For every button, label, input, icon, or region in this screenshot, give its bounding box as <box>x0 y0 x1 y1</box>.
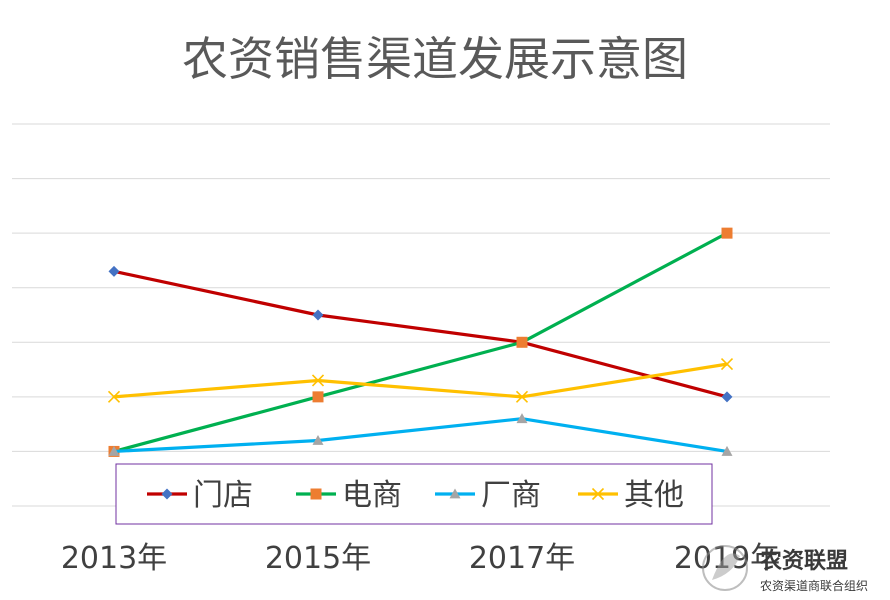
marker-diamond <box>721 391 733 403</box>
marker-x-stroke <box>720 358 734 371</box>
legend-item-电商: 电商 <box>296 478 402 513</box>
marker-diamond <box>161 488 173 500</box>
marker-x-stroke <box>591 487 605 501</box>
series-门店 <box>108 265 733 403</box>
marker-x <box>107 390 121 403</box>
x-axis-ticks: 2013年2015年2017年2019年 <box>61 541 780 576</box>
watermark-logo-icon <box>702 545 748 591</box>
marker-diamond <box>108 265 120 277</box>
marker-square <box>312 391 324 403</box>
series-line <box>113 362 728 399</box>
gridlines <box>12 123 830 507</box>
x-tick-label: 2015年 <box>265 541 371 576</box>
marker-x <box>515 390 529 403</box>
marker-x-stroke <box>107 390 121 403</box>
marker-square <box>310 488 322 500</box>
marker-x-stroke <box>311 374 325 387</box>
marker-triangle <box>108 445 120 456</box>
legend-item-其他: 其他 <box>578 478 684 513</box>
marker-x <box>311 374 325 387</box>
watermark-title: 农资联盟 <box>759 548 848 574</box>
marker-triangle <box>516 413 528 424</box>
series-line <box>113 269 728 399</box>
marker-square <box>516 336 528 348</box>
chart-title: 农资销售渠道发展示意图 <box>182 32 688 86</box>
marker-square <box>721 227 733 239</box>
marker-x <box>720 358 734 371</box>
marker-triangle <box>449 488 461 499</box>
legend-label: 其他 <box>624 478 684 513</box>
legend-label: 门店 <box>193 478 253 513</box>
series-厂商 <box>108 413 733 456</box>
series-layer <box>107 227 734 457</box>
x-tick-label: 2017年 <box>469 541 575 576</box>
series-其他 <box>107 358 734 403</box>
legend-item-门店: 门店 <box>147 478 253 513</box>
series-line <box>113 231 728 453</box>
watermark-subtitle: 农资渠道商联合组织 <box>760 578 868 593</box>
marker-triangle <box>721 445 733 456</box>
legend-item-厂商: 厂商 <box>435 478 541 513</box>
marker-diamond <box>312 309 324 321</box>
legend: 门店 电商 厂商 其他 <box>115 463 713 525</box>
series-line <box>113 417 728 454</box>
marker-x-stroke <box>515 390 529 403</box>
watermark-leaf-icon <box>712 553 740 580</box>
x-tick-label: 2013年 <box>61 541 167 576</box>
marker-x <box>591 487 605 501</box>
watermark: 农资联盟 农资渠道商联合组织 <box>702 545 868 593</box>
marker-triangle <box>312 435 324 445</box>
legend-label: 厂商 <box>481 478 541 513</box>
legend-label: 电商 <box>342 478 402 513</box>
